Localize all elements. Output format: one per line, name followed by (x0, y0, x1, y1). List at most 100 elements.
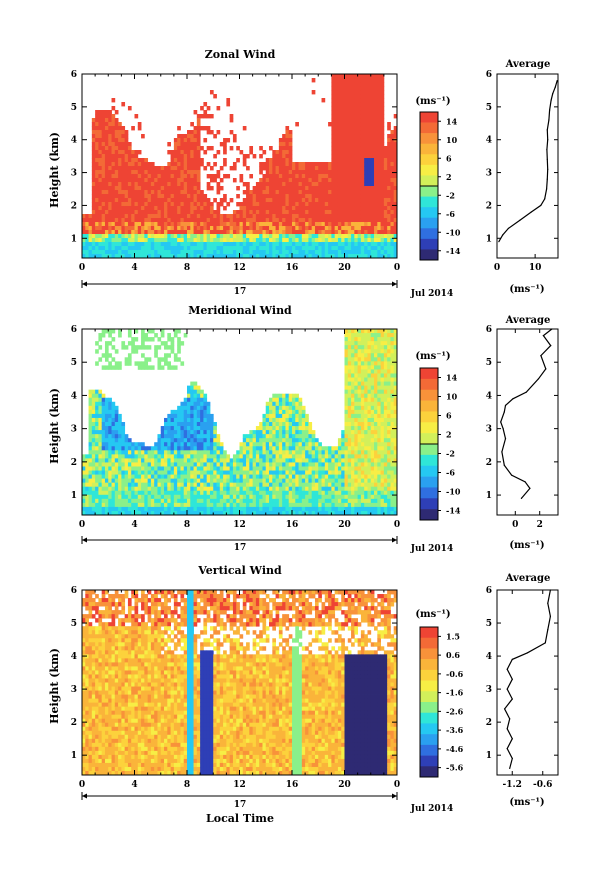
average-profile-point (547, 159, 548, 160)
heatmap-cell (108, 202, 112, 206)
heatmap-cell (154, 218, 158, 222)
heatmap-cell (345, 78, 349, 82)
heatmap-cell (128, 202, 132, 206)
heatmap-cell (253, 466, 257, 470)
heatmap-cell (253, 475, 257, 479)
heatmap-cell (148, 238, 152, 242)
heatmap-cell (253, 450, 257, 454)
heatmap-cell (148, 246, 152, 250)
heatmap-cell (338, 162, 342, 166)
heatmap-cell (351, 94, 355, 98)
heatmap-cell (364, 242, 368, 246)
heatmap-cell (213, 234, 217, 238)
heatmap-cell (285, 178, 289, 182)
heatmap-cell (92, 471, 96, 475)
heatmap-cell (213, 242, 217, 246)
heatmap-cell (171, 507, 175, 511)
heatmap-cell (95, 479, 99, 483)
heatmap-cell (272, 226, 276, 230)
heatmap-cell (230, 503, 234, 507)
heatmap-cell (312, 186, 316, 190)
heatmap-cell (207, 162, 211, 166)
heatmap-cell (266, 491, 270, 495)
heatmap-cell (108, 479, 112, 483)
average-profile-point (544, 198, 545, 199)
heatmap-cell (276, 491, 280, 495)
heatmap-cell (108, 418, 112, 422)
heatmap-cell (125, 190, 129, 194)
heatmap-cell (262, 210, 266, 214)
heatmap-cell (223, 503, 227, 507)
heatmap-cell (151, 337, 155, 341)
heatmap-cell (194, 138, 198, 142)
heatmap-cell (82, 218, 86, 222)
heatmap-cell (308, 454, 312, 458)
heatmap-cell (115, 126, 119, 130)
heatmap-cell (102, 507, 106, 511)
heatmap-cell (128, 499, 132, 503)
heatmap-cell (108, 158, 112, 162)
heatmap-cell (125, 454, 129, 458)
heatmap-cell (194, 170, 198, 174)
heatmap-cell (289, 234, 293, 238)
heatmap-cell (305, 418, 309, 422)
heatmap-cell (203, 479, 207, 483)
heatmap-cell (305, 430, 309, 434)
heatmap-cell (243, 438, 247, 442)
heatmap-cell (200, 206, 204, 210)
heatmap-cell (161, 430, 165, 434)
heatmap-cell (108, 174, 112, 178)
heatmap-cell (253, 503, 257, 507)
heatmap-cell (279, 410, 283, 414)
heatmap-cell (187, 130, 191, 134)
heatmap-cell (328, 182, 332, 186)
heatmap-cell (95, 154, 99, 158)
heatmap-cell (367, 198, 371, 202)
heatmap-cell (266, 186, 270, 190)
heatmap-cell (220, 230, 224, 234)
heatmap-cell (358, 218, 362, 222)
heatmap-cell (302, 487, 306, 491)
heatmap-cell (299, 166, 303, 170)
heatmap-cell (154, 186, 158, 190)
heatmap-cell (285, 130, 289, 134)
colorbar-swatch (420, 144, 438, 155)
heatmap-cell (95, 178, 99, 182)
heatmap-cell (223, 491, 227, 495)
heatmap-cell (315, 479, 319, 483)
heatmap-cell (387, 206, 391, 210)
heatmap-cell (371, 174, 375, 178)
heatmap-cell (299, 471, 303, 475)
heatmap-cell (92, 446, 96, 450)
heatmap-cell (272, 446, 276, 450)
heatmap-cell (118, 333, 122, 337)
heatmap-cell (335, 495, 339, 499)
heatmap-cell (377, 238, 381, 242)
heatmap-cell (174, 410, 178, 414)
heatmap-cell (154, 178, 158, 182)
heatmap-cell (322, 250, 326, 254)
heatmap-cell (243, 234, 247, 238)
heatmap-cell (154, 491, 158, 495)
heatmap-cell (348, 226, 352, 230)
heatmap-cell (282, 454, 286, 458)
heatmap-cell (187, 479, 191, 483)
heatmap-cell (390, 146, 394, 150)
heatmap-cell (335, 174, 339, 178)
heatmap-cell (112, 466, 116, 470)
heatmap-cell (312, 475, 316, 479)
heatmap-cell (128, 222, 132, 226)
heatmap-cell (95, 418, 99, 422)
heatmap-cell (292, 178, 296, 182)
heatmap-cell (256, 250, 260, 254)
heatmap-cell (112, 190, 116, 194)
heatmap-cell (197, 210, 201, 214)
heatmap-cell (177, 146, 181, 150)
heatmap-cell (381, 166, 385, 170)
heatmap-cell (387, 214, 391, 218)
heatmap-cell (174, 210, 178, 214)
heatmap-cell (312, 214, 316, 218)
heatmap-cell (131, 475, 135, 479)
heatmap-cell (161, 365, 165, 369)
heatmap-cell (203, 206, 207, 210)
